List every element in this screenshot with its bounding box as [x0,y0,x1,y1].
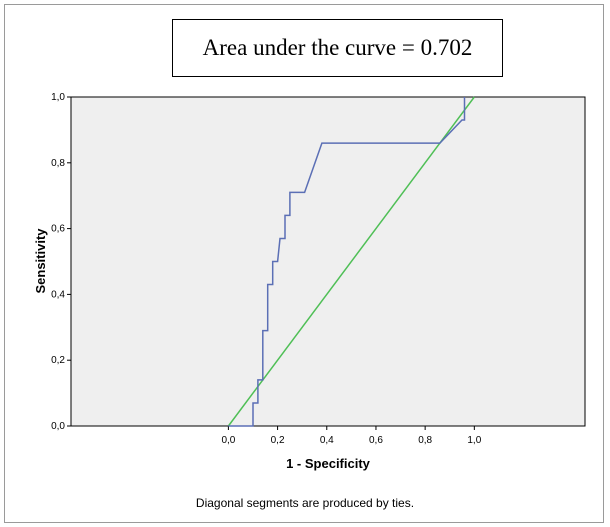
reference-diagonal-line [227,96,475,427]
y-axis-title: Sensitivity [33,228,48,294]
auc-annotation: Area under the curve = 0.702 [172,19,503,77]
roc-curve-line [228,97,466,427]
footnote: Diagonal segments are produced by ties. [195,496,415,510]
y-tick-label: 0,2 [51,355,65,366]
y-tick-label: 1,0 [51,92,65,103]
y-axis-ticks: 0,0 0,2 0,4 0,6 0,8 1,0 [51,92,71,432]
y-tick-label: 0,0 [51,421,65,432]
x-tick-label: 0,6 [369,435,383,446]
x-tick-label: 1,0 [467,435,481,446]
x-tick-label: 0,0 [221,435,235,446]
x-axis-title: 1 - Specificity [286,456,371,471]
y-tick-label: 0,4 [51,289,65,300]
x-tick-label: 0,2 [271,435,285,446]
y-tick-label: 0,6 [51,224,65,235]
y-tick-label: 0,8 [51,158,65,169]
x-tick-label: 0,8 [418,435,432,446]
x-axis-ticks: 0,0 0,2 0,4 0,6 0,8 1,0 [221,426,482,446]
plot-area [70,96,586,427]
x-tick-label: 0,4 [320,435,334,446]
